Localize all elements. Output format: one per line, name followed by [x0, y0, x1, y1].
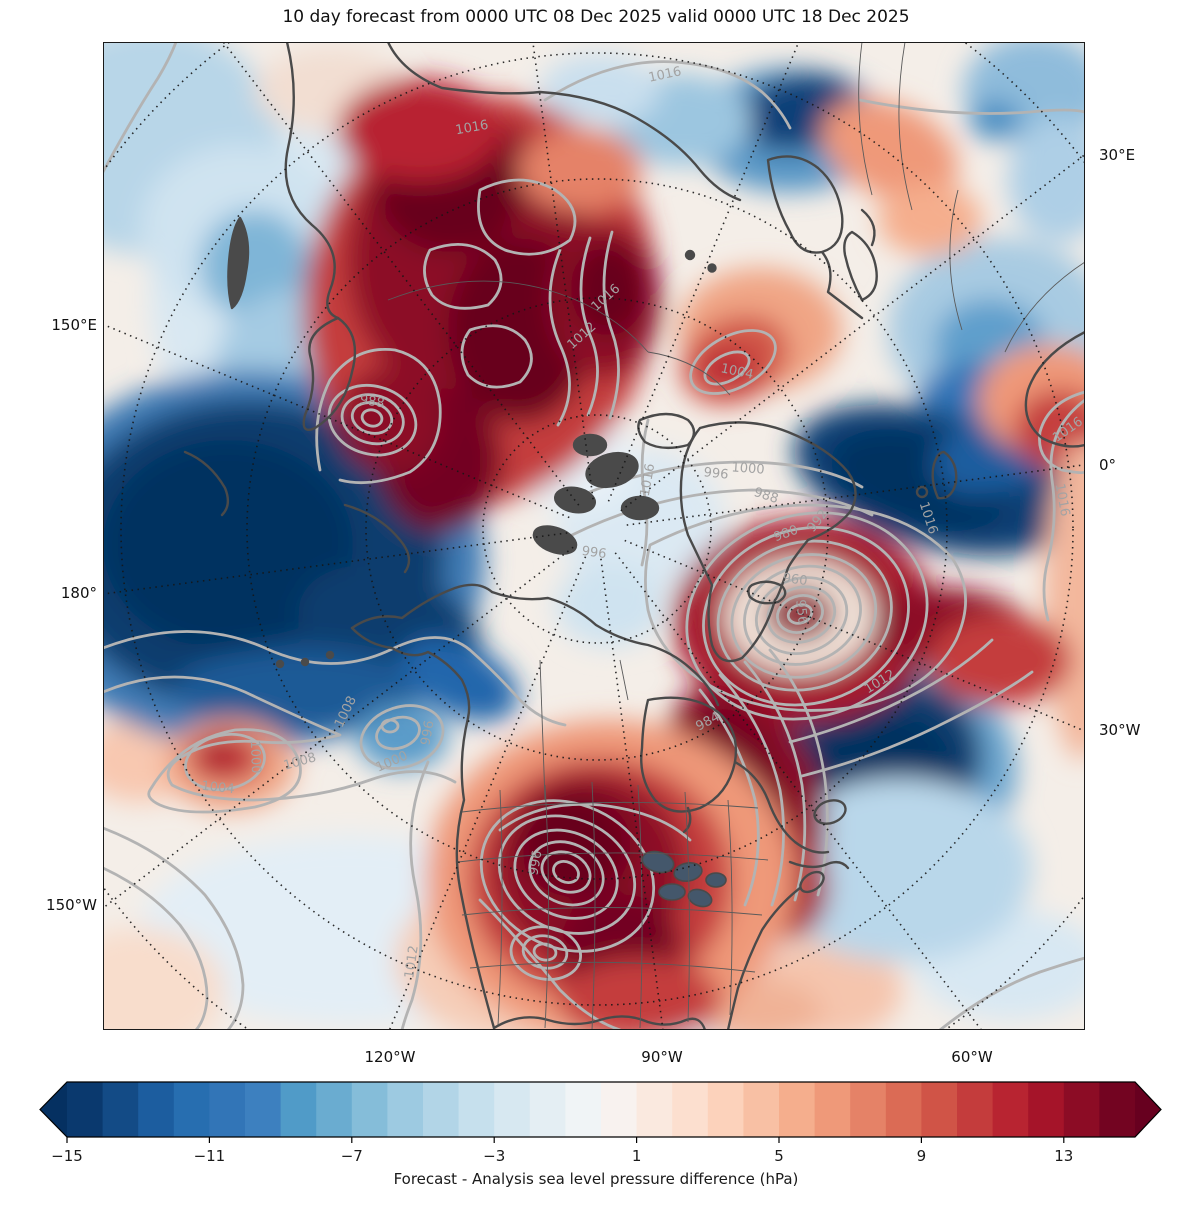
graticule-label: 30°E	[1099, 146, 1136, 164]
map-frame	[103, 42, 1085, 1030]
figure-title: 10 day forecast from 0000 UTC 08 Dec 202…	[282, 7, 910, 27]
graticule-layer	[103, 42, 1085, 1030]
colorbar-tick-label: 9	[917, 1147, 927, 1165]
colorbar-tick-label: 5	[774, 1147, 784, 1165]
mslp-contours-layer	[103, 42, 1085, 1030]
graticule-label: 150°W	[46, 896, 97, 914]
colorbar-tick-label: −3	[483, 1147, 505, 1165]
colorbar-tick-label: −11	[194, 1147, 226, 1165]
graticule-label: 90°W	[641, 1048, 683, 1066]
graticule-label: 180°	[60, 584, 97, 602]
borders-layer	[387, 42, 1085, 1030]
graticule-label: 30°W	[1099, 721, 1141, 739]
coastlines-layer	[183, 42, 1085, 1030]
colorbar-tick-label: 1	[632, 1147, 642, 1165]
graticule-label: 120°W	[364, 1048, 416, 1066]
graticule-label: 0°	[1099, 456, 1117, 474]
colorbar-caption: Forecast - Analysis sea level pressure d…	[393, 1170, 799, 1188]
map-canvas	[103, 42, 1085, 1030]
colorbar: −15 −11 −7 −3 1 5 9 13	[39, 1081, 1162, 1165]
graticule-label: 150°E	[51, 316, 97, 334]
colorbar-tick-label: −15	[51, 1147, 83, 1165]
colorbar-tick-label: −7	[341, 1147, 363, 1165]
graticule-label: 60°W	[951, 1048, 993, 1066]
colorbar-tick-label: 13	[1054, 1147, 1073, 1165]
